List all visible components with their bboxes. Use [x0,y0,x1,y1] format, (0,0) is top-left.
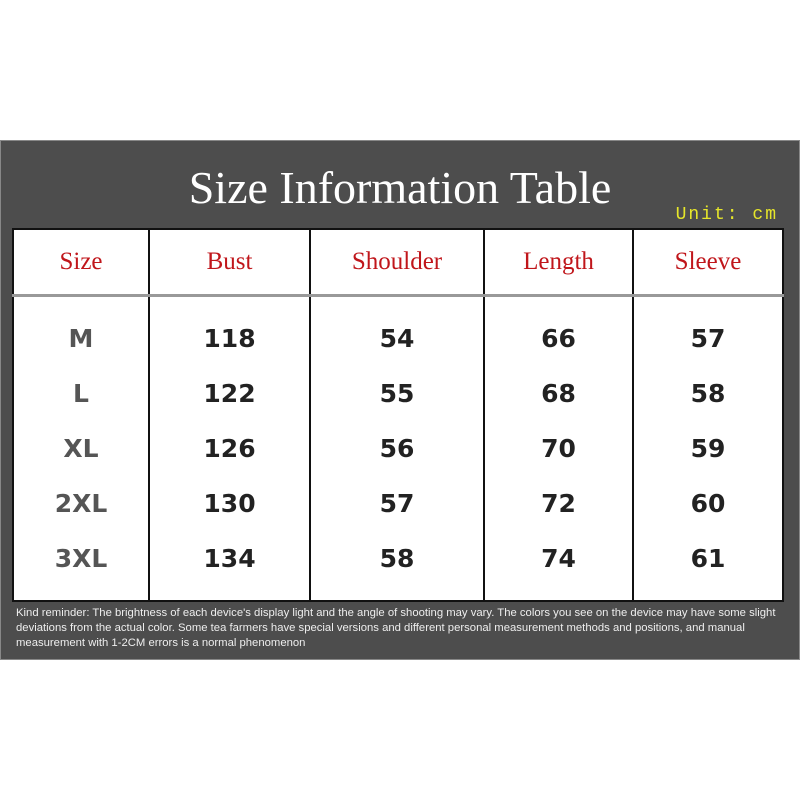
table-cell: 70 [483,421,634,476]
table-row: 2XL 130 57 72 60 [12,476,784,531]
table-cell: 58 [632,366,784,421]
table-cell: 59 [632,421,784,476]
table-cell: 72 [483,476,634,531]
table-cell: 61 [632,531,784,602]
table-cell: 3XL [12,531,150,602]
col-header: Bust [148,228,311,297]
table-cell: 56 [309,421,485,476]
table-cell: M [12,295,150,366]
table-cell: 58 [309,531,485,602]
col-header: Size [12,228,150,297]
table-cell: 66 [483,295,634,366]
size-table: Size Bust Shoulder Length Sleeve M 118 54 6… [12,228,784,602]
table-cell: 74 [483,531,634,602]
table-cell: 54 [309,295,485,366]
table-cell: L [12,366,150,421]
page-title: Size Information Table [188,162,612,213]
table-cell: 57 [632,295,784,366]
table-cell: 57 [309,476,485,531]
kind-reminder: Kind reminder: The brightness of each de… [16,607,776,649]
table-row: L 122 55 68 58 [12,366,784,421]
table-cell: 118 [148,295,311,366]
table-cell: XL [12,421,150,476]
table-cell: 126 [148,421,311,476]
table-cell: 68 [483,366,634,421]
table-row: M 118 54 66 57 [12,295,784,366]
table-cell: 2XL [12,476,150,531]
table-cell: 122 [148,366,311,421]
table-cell: 130 [148,476,311,531]
header-row: Size Bust Shoulder Length Sleeve [12,228,784,297]
table-row: 3XL 134 58 74 61 [12,531,784,602]
table-row: XL 126 56 70 59 [12,421,784,476]
table-cell: 134 [148,531,311,602]
col-header: Length [483,228,634,297]
table-cell: 55 [309,366,485,421]
table-cell: 60 [632,476,784,531]
col-header: Shoulder [309,228,485,297]
unit-label: Unit: cm [675,205,778,225]
col-header: Sleeve [632,228,784,297]
